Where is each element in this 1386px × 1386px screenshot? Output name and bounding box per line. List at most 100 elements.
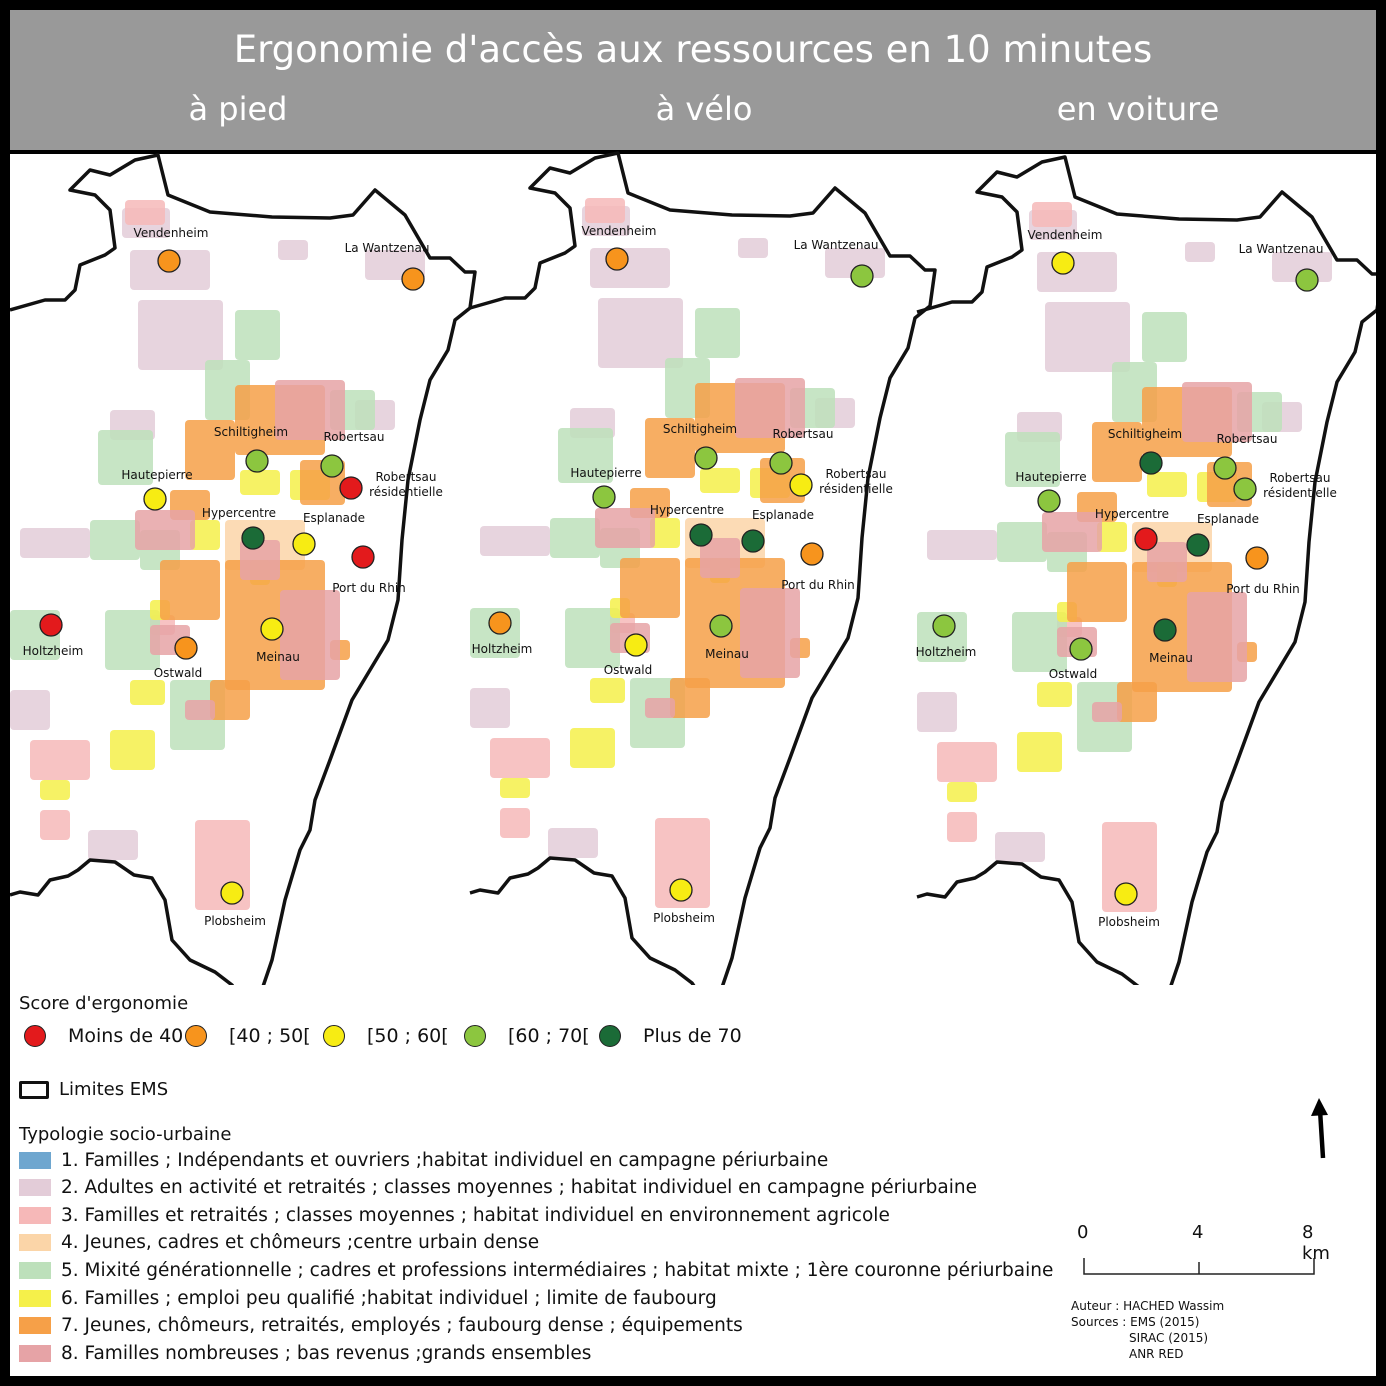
typology-area bbox=[125, 200, 165, 225]
typology-area bbox=[210, 680, 250, 720]
scale-label-8: 8 km bbox=[1302, 1222, 1330, 1264]
score-legend-label: [60 ; 70[ bbox=[508, 1025, 590, 1047]
ems-boundary bbox=[469, 151, 937, 985]
place-label: Robertsau bbox=[324, 430, 385, 444]
typology-legend-label: 2. Adultes en activité et retraités ; cl… bbox=[61, 1177, 978, 1199]
score-legend-item: [60 ; 70[ bbox=[464, 1023, 590, 1049]
typology-area bbox=[160, 560, 220, 620]
typology-area bbox=[480, 526, 550, 556]
typology-area bbox=[1092, 422, 1142, 482]
typology-legend-label: 4. Jeunes, cadres et chômeurs ;centre ur… bbox=[61, 1232, 540, 1254]
score-swatch bbox=[599, 1025, 621, 1047]
place-label: Esplanade bbox=[752, 508, 814, 522]
place-marker bbox=[245, 449, 269, 473]
typology-area bbox=[917, 692, 957, 732]
typology-legend-item: 5. Mixité générationnelle ; cadres et pr… bbox=[19, 1259, 1053, 1281]
scale-bar: 0 4 8 km bbox=[1070, 1222, 1330, 1282]
place-label: Schiltigheim bbox=[663, 422, 737, 436]
place-marker bbox=[709, 614, 733, 638]
place-label: Robertsau bbox=[1217, 432, 1278, 446]
typology-area bbox=[240, 540, 280, 580]
place-label: Ostwald bbox=[604, 663, 653, 677]
place-label: Port du Rhin bbox=[1226, 582, 1300, 596]
typology-area bbox=[620, 558, 680, 618]
typology-area bbox=[30, 740, 90, 780]
typology-area bbox=[598, 298, 683, 368]
place-label: Hautepierre bbox=[570, 466, 641, 480]
typology-area bbox=[738, 238, 768, 258]
typology-area bbox=[1185, 242, 1215, 262]
typology-area bbox=[1097, 522, 1127, 552]
typology-area bbox=[190, 520, 220, 550]
place-label: Plobsheim bbox=[204, 914, 266, 928]
typology-swatch bbox=[19, 1261, 51, 1279]
place-label: La Wantzenau bbox=[794, 238, 879, 252]
score-swatch bbox=[464, 1025, 486, 1047]
place-marker bbox=[1069, 637, 1093, 661]
typology-area bbox=[275, 380, 345, 440]
place-marker bbox=[1233, 477, 1257, 501]
place-label: Robertsau résidentielle bbox=[819, 467, 893, 496]
place-marker bbox=[800, 542, 824, 566]
typology-area bbox=[278, 240, 308, 260]
typology-area bbox=[1067, 562, 1127, 622]
place-label: Hautepierre bbox=[1015, 470, 1086, 484]
typology-area bbox=[130, 680, 165, 705]
subtitle-car: en voiture bbox=[1056, 90, 1220, 128]
place-marker bbox=[241, 526, 265, 550]
typology-area bbox=[695, 308, 740, 358]
typology-area bbox=[185, 420, 235, 480]
typology-legend-item: 7. Jeunes, chômeurs, retraités, employés… bbox=[19, 1315, 743, 1337]
typology-area bbox=[1042, 512, 1102, 552]
place-marker bbox=[39, 613, 63, 637]
typology-swatch bbox=[19, 1206, 51, 1224]
ems-boundary bbox=[916, 155, 1376, 985]
score-legend-item: Moins de 40 bbox=[24, 1023, 183, 1049]
header-band: Ergonomie d'accès aux ressources en 10 m… bbox=[10, 10, 1376, 154]
map-panel: Vendenheim La Wantzenau Schiltigheim Robert… bbox=[10, 153, 477, 985]
place-marker bbox=[932, 614, 956, 638]
typology-area bbox=[585, 198, 625, 223]
typology-legend-item: 2. Adultes en activité et retraités ; cl… bbox=[19, 1177, 977, 1199]
typology-area bbox=[1005, 432, 1060, 487]
score-swatch bbox=[185, 1025, 207, 1047]
typology-area bbox=[105, 610, 160, 670]
typology-area bbox=[1117, 682, 1157, 722]
typology-swatch bbox=[19, 1344, 51, 1362]
typology-area bbox=[700, 468, 740, 493]
typology-area bbox=[670, 678, 710, 718]
place-label: Meinau bbox=[1149, 651, 1193, 665]
typology-area bbox=[138, 300, 223, 370]
credits-source-1: Sources : EMS (2015) bbox=[1071, 1315, 1200, 1329]
typology-area bbox=[927, 530, 997, 560]
typology-layer bbox=[469, 151, 937, 985]
place-marker bbox=[339, 476, 363, 500]
score-legend-label: [50 ; 60[ bbox=[367, 1025, 449, 1047]
place-marker bbox=[1245, 546, 1269, 570]
typology-legend-label: 6. Familles ; emploi peu qualifié ;habit… bbox=[61, 1287, 717, 1309]
typology-area bbox=[590, 678, 625, 703]
place-marker bbox=[157, 249, 181, 273]
subtitle-bike: à vélo bbox=[655, 90, 753, 128]
place-marker bbox=[605, 247, 629, 271]
typology-area bbox=[235, 310, 280, 360]
typology-area bbox=[40, 810, 70, 840]
typology-area bbox=[1037, 252, 1117, 292]
scale-label-4: 4 bbox=[1192, 1222, 1204, 1243]
typology-area bbox=[1045, 302, 1130, 372]
typology-area bbox=[1142, 312, 1187, 362]
place-marker bbox=[174, 636, 198, 660]
typology-legend-label: 5. Mixité générationnelle ; cadres et pr… bbox=[61, 1259, 1054, 1281]
typology-legend-item: 3. Familles et retraités ; classes moyen… bbox=[19, 1204, 890, 1226]
place-label: Robertsau résidentielle bbox=[369, 470, 443, 499]
place-marker bbox=[1134, 527, 1158, 551]
place-marker bbox=[1037, 489, 1061, 513]
typology-legend-title: Typologie socio-urbaine bbox=[19, 1124, 232, 1145]
place-marker bbox=[592, 485, 616, 509]
place-label: Holtzheim bbox=[23, 644, 84, 658]
typology-area bbox=[740, 588, 800, 678]
place-marker bbox=[220, 881, 244, 905]
place-label: Ostwald bbox=[154, 666, 203, 680]
place-label: Meinau bbox=[256, 650, 300, 664]
